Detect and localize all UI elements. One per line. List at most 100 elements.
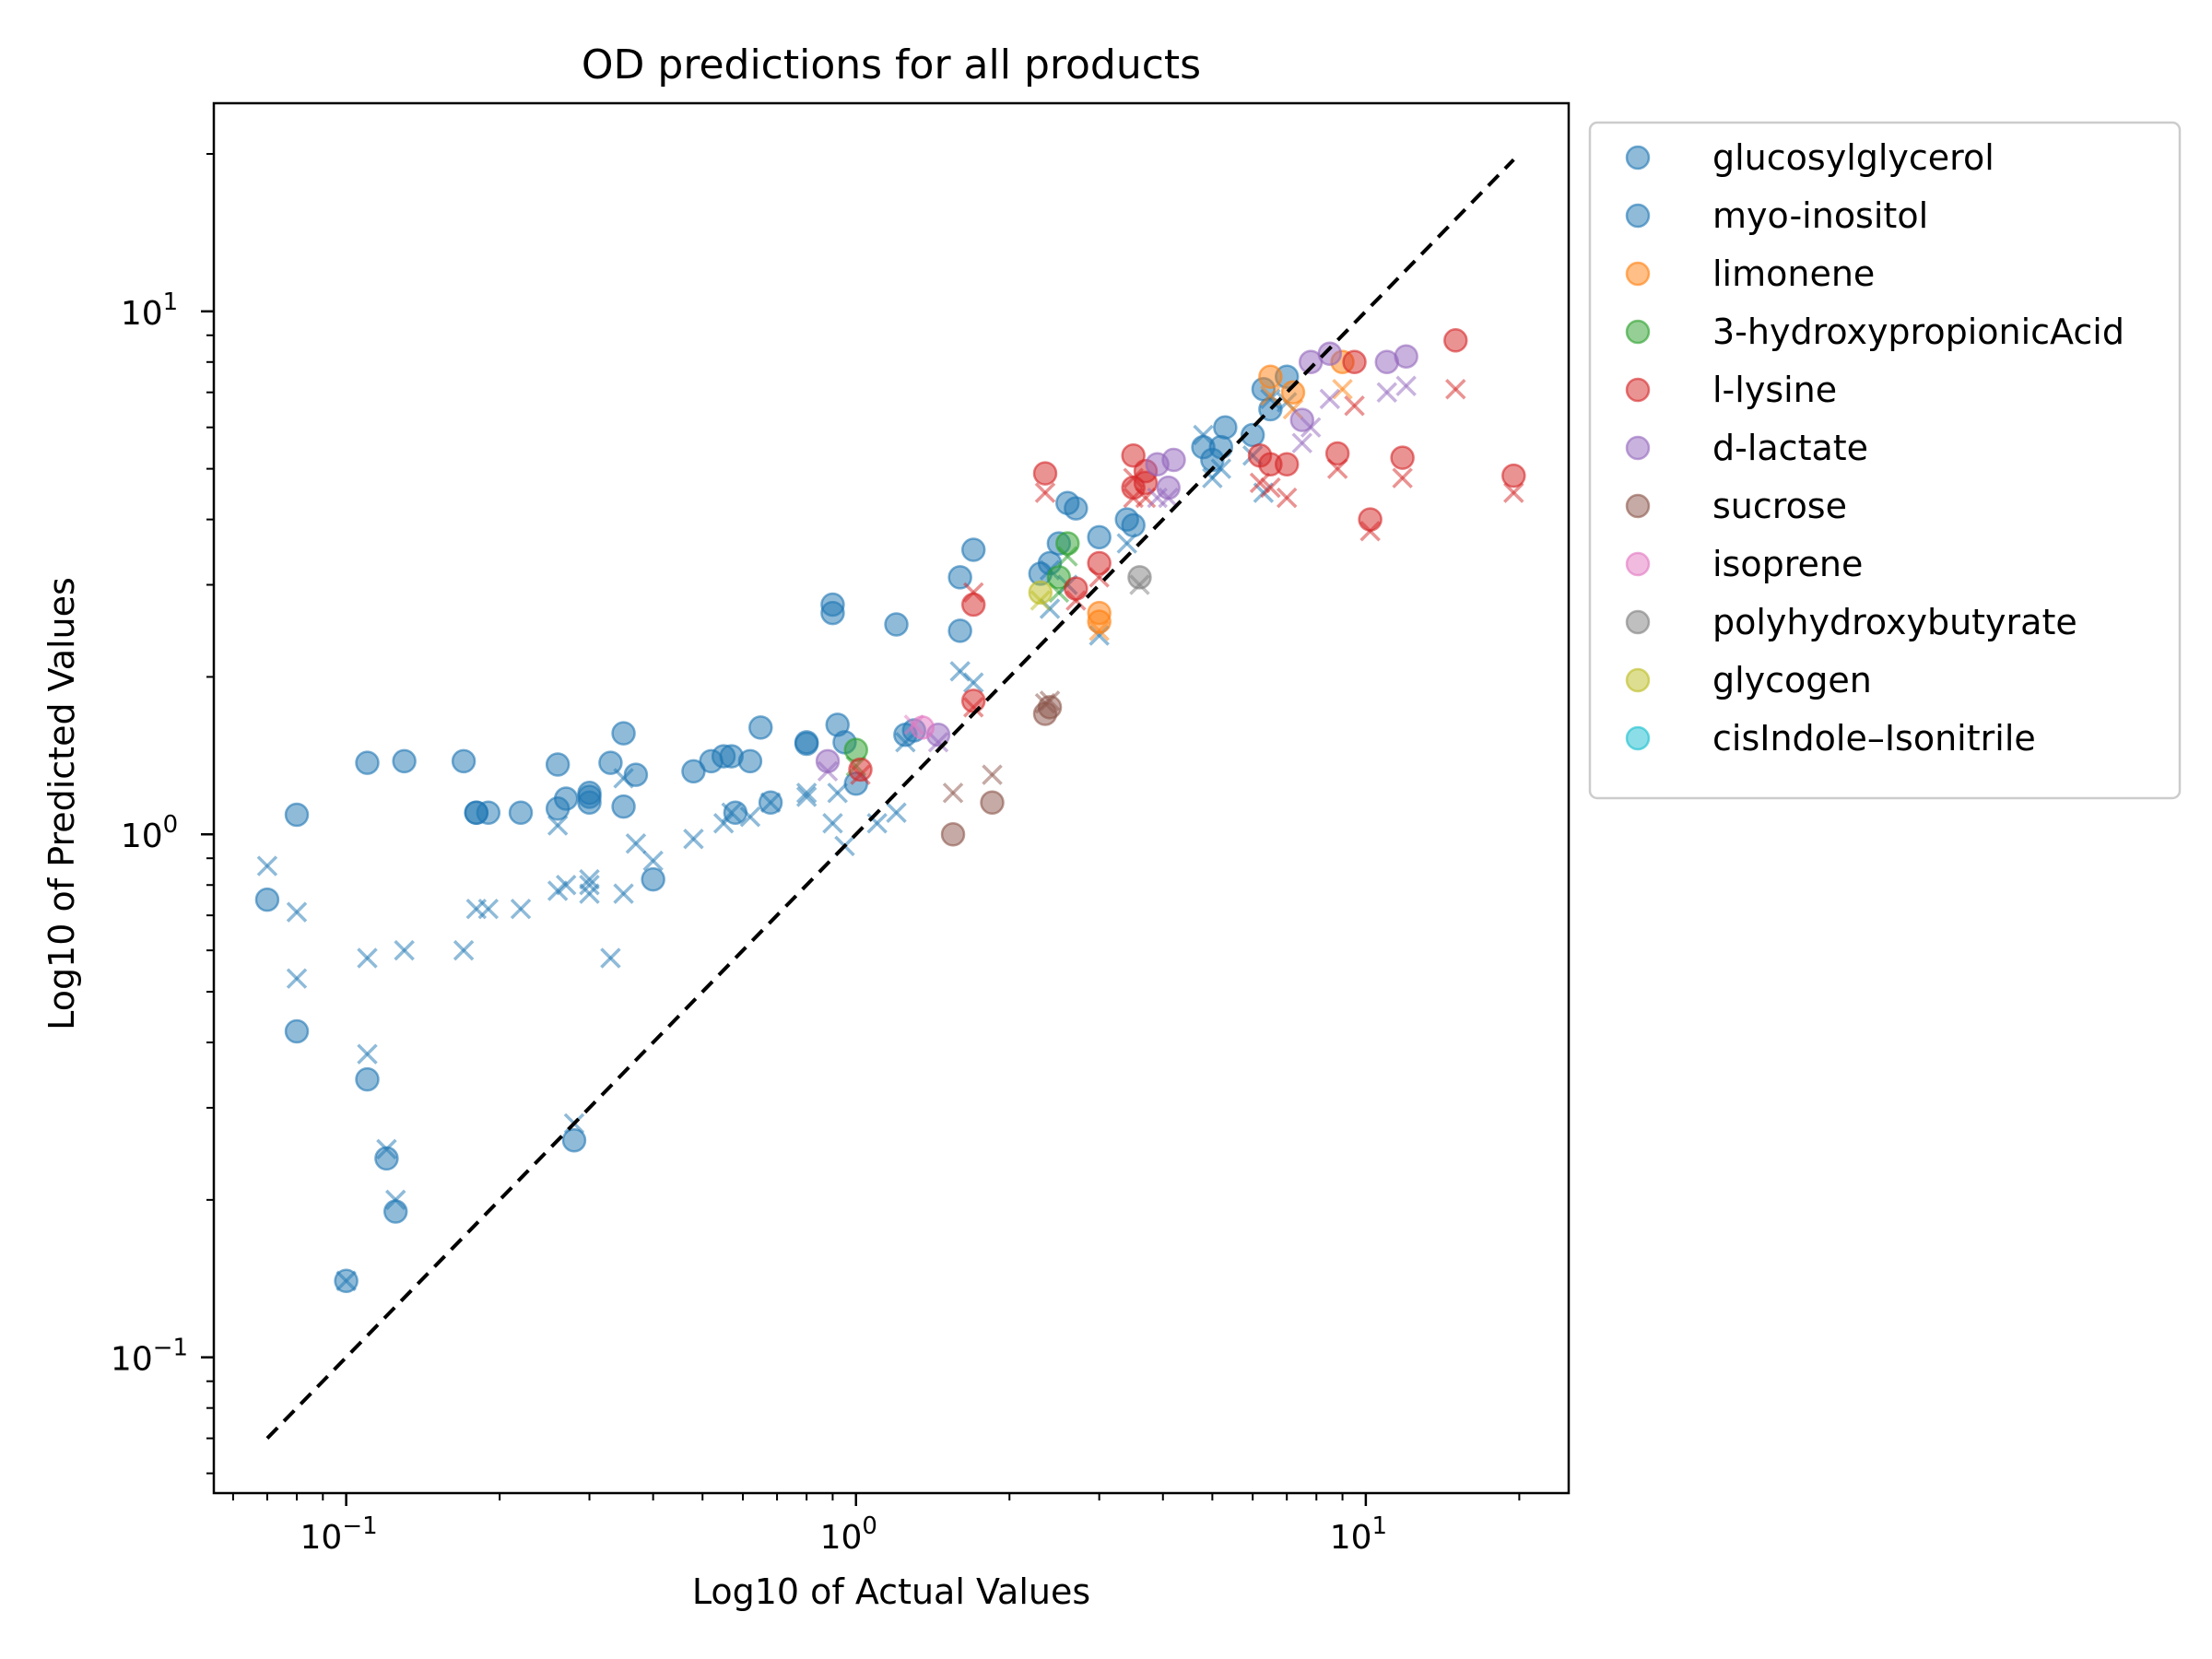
legend-marker bbox=[1625, 261, 1651, 287]
data-point-circle bbox=[1087, 609, 1112, 634]
legend-marker bbox=[1625, 203, 1651, 229]
cross-stroke bbox=[579, 874, 600, 896]
data-point-cross bbox=[579, 868, 600, 890]
data-point-circle bbox=[843, 737, 868, 762]
legend-label: glycogen bbox=[1712, 660, 1872, 700]
legend-label: d-lactate bbox=[1712, 428, 1868, 468]
data-point-circle bbox=[815, 748, 841, 774]
cross-stroke bbox=[613, 883, 634, 904]
data-point-circle bbox=[1208, 434, 1234, 460]
data-point-circle bbox=[553, 786, 579, 811]
cross-stroke bbox=[286, 901, 308, 923]
x-tick-label: 100 bbox=[820, 1512, 877, 1557]
data-point-cross bbox=[942, 782, 964, 804]
legend-entry: l-lysine bbox=[1625, 370, 1837, 410]
legend: glucosylglycerol myo-inositol limonene 3-hy… bbox=[1588, 121, 2182, 800]
cross-stroke bbox=[286, 968, 308, 989]
legend-marker bbox=[1625, 551, 1651, 577]
data-point-circle bbox=[1280, 380, 1306, 405]
cross-stroke bbox=[683, 828, 704, 850]
data-point-circle bbox=[561, 1127, 587, 1153]
cross-stroke bbox=[1332, 378, 1353, 400]
legend-label: glucosylglycerol bbox=[1712, 137, 1994, 178]
legend-label: myo-inositol bbox=[1712, 195, 1928, 236]
data-point-circle bbox=[1342, 349, 1367, 375]
cross-stroke bbox=[1291, 432, 1313, 453]
data-point-cross bbox=[827, 782, 848, 804]
y-tick-label: 101 bbox=[121, 288, 178, 333]
data-point-circle bbox=[884, 612, 909, 637]
data-point-circle bbox=[1028, 580, 1053, 606]
legend-entry: myo-inositol bbox=[1625, 195, 1928, 236]
cross-stroke bbox=[1276, 487, 1298, 509]
cross-stroke bbox=[1210, 458, 1232, 479]
data-point-circle bbox=[284, 802, 310, 828]
data-point-cross bbox=[477, 898, 500, 920]
cross-stroke bbox=[256, 855, 278, 877]
data-point-circle bbox=[848, 757, 873, 782]
legend-marker bbox=[1625, 319, 1651, 345]
legend-label: polyhydroxybutyrate bbox=[1712, 602, 2077, 642]
data-point-cross bbox=[625, 833, 647, 854]
cross-stroke bbox=[1445, 378, 1466, 400]
cross-stroke bbox=[555, 874, 577, 896]
data-point-cross bbox=[547, 815, 569, 836]
cross-stroke bbox=[453, 939, 475, 961]
data-point-circle bbox=[598, 750, 623, 775]
data-point-cross bbox=[1276, 487, 1298, 509]
legend-entry: cisIndole–Isonitrile bbox=[1625, 718, 2036, 759]
data-point-circle bbox=[1161, 447, 1186, 473]
data-point-circle bbox=[947, 618, 972, 643]
data-point-circle bbox=[284, 1018, 310, 1044]
data-point-circle bbox=[382, 1199, 408, 1224]
data-point-circle bbox=[1032, 461, 1058, 486]
data-point-circle bbox=[940, 821, 966, 847]
data-point-cross bbox=[1344, 394, 1365, 417]
data-point-circle bbox=[980, 790, 1005, 816]
data-point-circle bbox=[1064, 576, 1088, 601]
cross-stroke bbox=[1503, 482, 1524, 503]
cross-stroke bbox=[866, 812, 888, 834]
data-point-circle bbox=[1121, 512, 1146, 538]
legend-entry: d-lactate bbox=[1625, 428, 1868, 468]
legend-marker bbox=[1625, 435, 1651, 461]
cross-stroke bbox=[1319, 388, 1341, 410]
data-point-cross bbox=[286, 901, 308, 923]
cross-stroke bbox=[739, 806, 761, 828]
legend-marker bbox=[1625, 377, 1651, 403]
data-point-circle bbox=[392, 748, 417, 774]
data-point-cross bbox=[822, 812, 843, 834]
data-point-cross bbox=[1319, 388, 1341, 410]
data-point-circle bbox=[748, 715, 773, 740]
data-point-cross bbox=[357, 1043, 378, 1065]
legend-marker bbox=[1625, 667, 1651, 693]
data-point-cross bbox=[1249, 472, 1271, 494]
data-point-cross bbox=[886, 802, 907, 823]
legend-entry: limonene bbox=[1625, 253, 1875, 294]
data-point-circle bbox=[451, 748, 477, 774]
cross-stroke bbox=[394, 939, 415, 961]
legend-entry: glycogen bbox=[1625, 660, 1872, 700]
y-tick-label: 10−1 bbox=[111, 1335, 188, 1379]
data-point-circle bbox=[1317, 341, 1343, 366]
cross-stroke bbox=[1249, 472, 1271, 494]
data-point-cross bbox=[1392, 467, 1413, 488]
cross-stroke bbox=[357, 1043, 378, 1065]
plot-frame bbox=[212, 101, 1571, 1495]
data-point-circle bbox=[1390, 445, 1415, 470]
data-point-circle bbox=[1394, 344, 1418, 369]
cross-stroke bbox=[579, 868, 600, 890]
data-point-cross bbox=[1210, 458, 1232, 479]
data-point-cross bbox=[982, 764, 1003, 785]
legend-marker bbox=[1625, 609, 1651, 635]
data-point-circle bbox=[1289, 407, 1315, 432]
legend-label: limonene bbox=[1712, 253, 1875, 294]
data-point-circle bbox=[1037, 695, 1063, 720]
plot-area: 10−1 100 101 10−1 100 101 bbox=[111, 101, 1571, 1557]
cross-stroke bbox=[600, 947, 621, 969]
legend-entry: sucrose bbox=[1625, 486, 1847, 526]
legend-marker bbox=[1625, 725, 1651, 751]
cross-stroke bbox=[510, 898, 532, 920]
data-point-circle bbox=[334, 1268, 359, 1294]
data-point-circle bbox=[1127, 565, 1152, 590]
